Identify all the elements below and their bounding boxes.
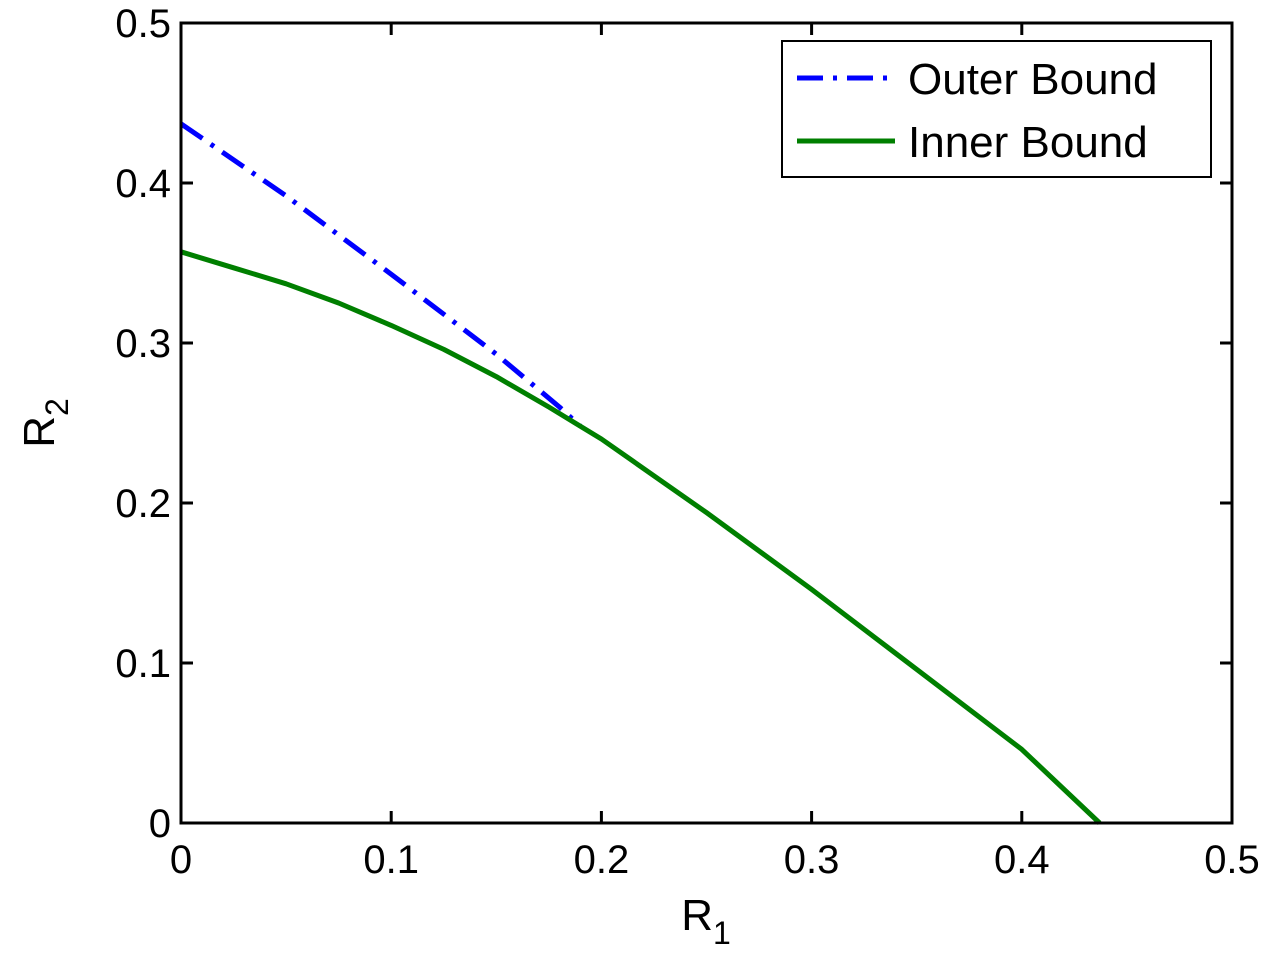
x-tick-label: 0.4: [994, 838, 1050, 882]
y-axis-label-main: R: [15, 416, 64, 448]
y-tick-label: 0: [149, 802, 171, 846]
x-tick-label: 0.2: [574, 838, 630, 882]
x-tick-label: 0.1: [363, 838, 419, 882]
y-tick-label: 0.3: [115, 322, 171, 366]
x-tick-label: 0.5: [1204, 838, 1260, 882]
y-tick-label: 0.2: [115, 482, 171, 526]
y-axis-label: R2: [15, 398, 75, 448]
series-line-inner-bound: [180, 249, 1102, 825]
legend-box: [781, 40, 1212, 178]
x-axis-label-main: R: [681, 891, 713, 940]
y-tick-label: 0.1: [115, 642, 171, 686]
x-axis-label: R1: [681, 891, 731, 951]
plot-frame: [179, 21, 1234, 825]
series-layer: [179, 121, 1102, 825]
legend: Outer Bound Inner Bound: [781, 40, 1212, 178]
x-axis-label-subscript: 1: [713, 915, 731, 951]
tick-labels: 0 0.1 0.2 0.3 0.4 0.5 0 0.1 0.2 0.3 0.4 0.5: [115, 2, 1259, 882]
x-tick-label: 0: [170, 838, 192, 882]
legend-items: Outer Bound Inner Bound: [797, 55, 1158, 167]
y-tick-label: 0.4: [115, 162, 171, 206]
y-tick-label: 0.5: [115, 2, 171, 46]
legend-label: Inner Bound: [908, 118, 1148, 167]
series-line-outer-bound: [179, 121, 583, 429]
legend-label: Outer Bound: [908, 55, 1158, 104]
x-tick-label: 0.3: [784, 838, 840, 882]
y-axis-label-subscript: 2: [39, 398, 75, 416]
